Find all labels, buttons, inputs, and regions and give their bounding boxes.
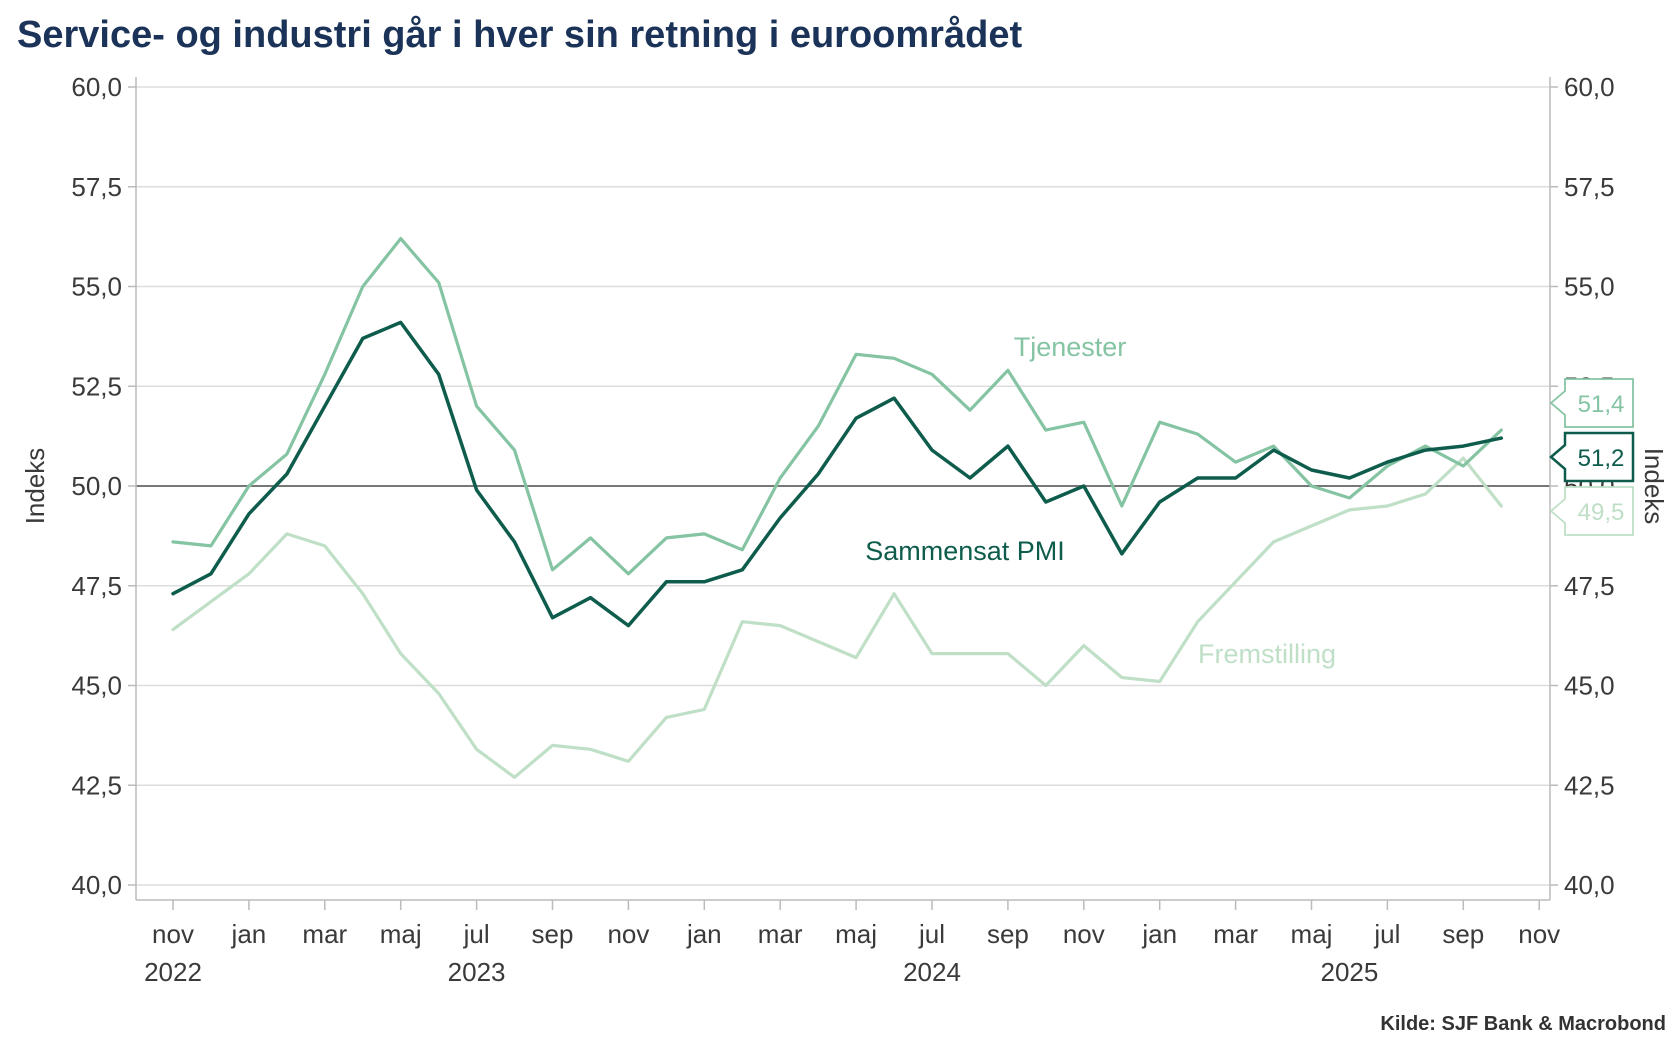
y-axis-right: 40,042,545,047,550,052,555,057,560,0 bbox=[1550, 72, 1615, 900]
series-lines bbox=[171, 237, 1504, 779]
y-tick-label-right: 47,5 bbox=[1564, 571, 1615, 601]
x-tick-label: sep bbox=[532, 919, 574, 949]
x-tick-label: mar bbox=[302, 919, 347, 949]
series-label-sammensat-pmi: Sammensat PMI bbox=[865, 536, 1065, 566]
y-tick-label-right: 45,0 bbox=[1564, 671, 1615, 701]
series-labels: Tjenester Sammensat PMI Fremstilling bbox=[865, 332, 1336, 669]
y-tick-label-right: 55,0 bbox=[1564, 272, 1615, 302]
y-tick-label-right: 60,0 bbox=[1564, 72, 1615, 102]
x-tick-label: mar bbox=[1213, 919, 1258, 949]
y-tick-label-left: 45,0 bbox=[71, 671, 122, 701]
x-tick-label: sep bbox=[1442, 919, 1484, 949]
end-label-box bbox=[1549, 486, 1634, 536]
series-label-fremstilling: Fremstilling bbox=[1198, 639, 1336, 669]
y-tick-label-right: 57,5 bbox=[1564, 172, 1615, 202]
end-label-box bbox=[1549, 378, 1634, 428]
end-value-label: 51,4 bbox=[1578, 391, 1625, 418]
x-tick-label: jul bbox=[1373, 919, 1400, 949]
end-value-labels: 51,4 49,5 51,2 bbox=[1549, 378, 1635, 536]
x-tick-label: jan bbox=[231, 919, 267, 949]
y-axis-left: 40,0 42,5 45,0 47,5 50,0 52,5 55,0 57,5 60,0 bbox=[71, 72, 136, 900]
series-line-sammensat-pmi bbox=[171, 320, 1504, 628]
gridlines bbox=[136, 86, 1550, 886]
y-tick-label-right: 42,5 bbox=[1564, 770, 1615, 800]
x-year-label: 2024 bbox=[903, 957, 961, 987]
y-tick-label-left: 60,0 bbox=[71, 72, 122, 102]
x-tick-label: sep bbox=[987, 919, 1029, 949]
x-tick-label: nov bbox=[1063, 919, 1105, 949]
x-tick-label: maj bbox=[835, 919, 877, 949]
x-year-label: 2025 bbox=[1321, 957, 1379, 987]
y-tick-label-left: 40,0 bbox=[71, 870, 122, 900]
series-label-tjenester: Tjenester bbox=[1014, 332, 1127, 362]
end-value-label: 49,5 bbox=[1578, 499, 1625, 526]
x-tick-label: maj bbox=[1291, 919, 1333, 949]
x-tick-label: maj bbox=[380, 919, 422, 949]
y-tick-label-left: 52,5 bbox=[71, 371, 122, 401]
x-tick-label: nov bbox=[152, 919, 194, 949]
y-tick-label-left: 57,5 bbox=[71, 172, 122, 202]
x-tick-label: jul bbox=[463, 919, 490, 949]
y-tick-label-left: 47,5 bbox=[71, 571, 122, 601]
end-label-box bbox=[1549, 431, 1635, 483]
x-year-label: 2022 bbox=[144, 957, 202, 987]
y-tick-label-left: 42,5 bbox=[71, 770, 122, 800]
chart-title: Service- og industri går i hver sin retn… bbox=[17, 14, 1023, 56]
x-year-label: 2023 bbox=[448, 957, 506, 987]
source-note: Kilde: SJF Bank & Macrobond bbox=[1380, 1013, 1666, 1035]
y-tick-label-left: 50,0 bbox=[71, 471, 122, 501]
y-tick-label-right: 40,0 bbox=[1564, 870, 1615, 900]
series-line-tjenester bbox=[171, 237, 1503, 576]
y-axis-title-left: Indeks bbox=[20, 448, 50, 525]
y-tick-label-left: 55,0 bbox=[71, 272, 122, 302]
end-value-label: 51,2 bbox=[1578, 445, 1625, 472]
x-tick-label: jan bbox=[1141, 919, 1177, 949]
x-tick-label: nov bbox=[1518, 919, 1560, 949]
y-axis-title-right: Indeks bbox=[1639, 448, 1669, 525]
x-tick-label: nov bbox=[607, 919, 649, 949]
x-axis: nov jan mar maj jul sep nov jan mar maj jul sep nov j… bbox=[144, 900, 1560, 987]
series-line-fremstilling bbox=[171, 456, 1503, 779]
axes bbox=[135, 77, 1551, 901]
x-tick-label: mar bbox=[758, 919, 803, 949]
x-tick-label: jul bbox=[918, 919, 945, 949]
x-tick-label: jan bbox=[686, 919, 722, 949]
